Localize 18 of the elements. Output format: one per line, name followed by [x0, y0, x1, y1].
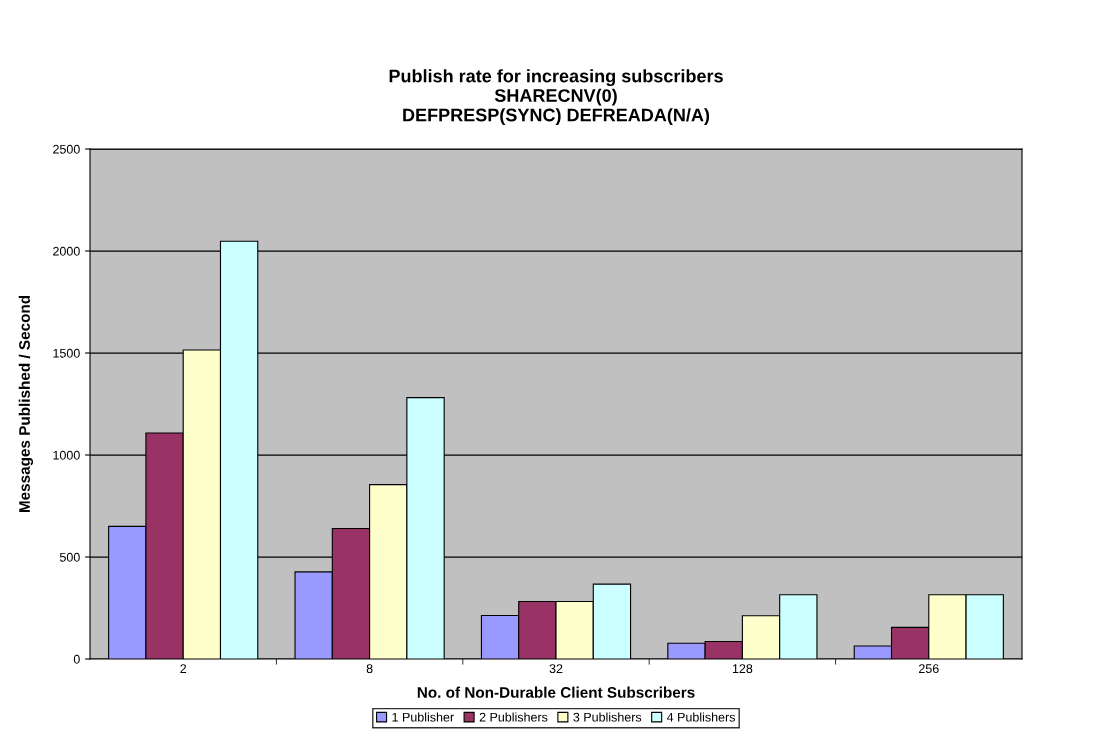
- y-tick-label: 2500: [53, 144, 80, 154]
- y-tick-label: 2000: [53, 246, 80, 256]
- legend-label: 4 Publishers: [666, 712, 735, 722]
- x-axis-title: No. of Non-Durable Client Subscribers: [417, 686, 695, 698]
- legend-label: 2 Publishers: [479, 712, 548, 722]
- x-tick-label: 256: [919, 664, 939, 674]
- y-axis-title: Messages Published / Second: [18, 295, 34, 513]
- x-tick-label: 32: [549, 664, 563, 674]
- legend-label: 1 Publisher: [392, 712, 454, 722]
- y-tick-label: 1000: [53, 450, 80, 460]
- legend-label: 3 Publishers: [573, 712, 642, 722]
- y-tick-label: 1500: [53, 348, 80, 358]
- x-tick-label: 8: [366, 664, 373, 674]
- y-tick-label: 500: [59, 552, 80, 562]
- chart-title: Publish rate for increasing subscribers SHARECNV(0) DEFPRESP(SYNC) DEFREADA(N/A): [389, 69, 723, 125]
- x-tick-label: 2: [180, 664, 187, 673]
- y-tick-label: 0: [73, 654, 80, 664]
- x-tick-label: 128: [732, 664, 753, 674]
